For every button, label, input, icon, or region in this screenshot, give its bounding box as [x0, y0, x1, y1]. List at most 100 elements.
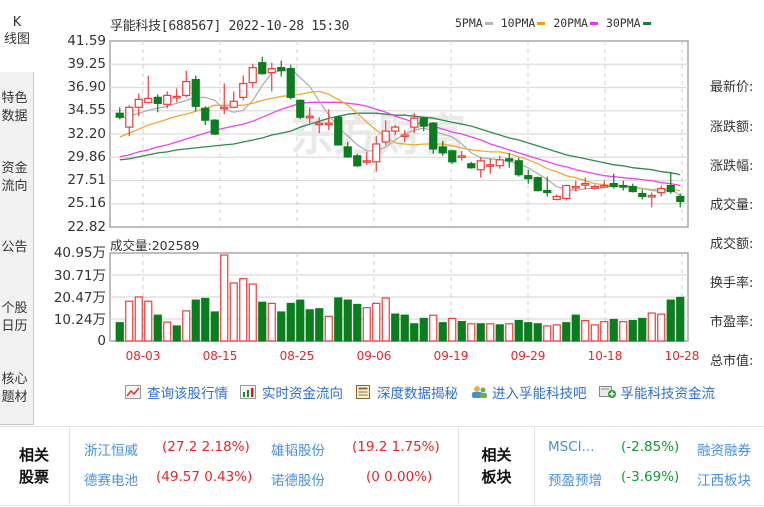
- volume-bar: [267, 302, 276, 342]
- candle: [201, 107, 210, 121]
- volume-bar: [505, 323, 514, 342]
- related-sector-change: (-2.85%): [621, 439, 680, 455]
- x-tick: 08-15: [202, 349, 238, 363]
- volume-bar: [201, 297, 210, 342]
- market-cap-label: 总市值:: [710, 354, 754, 369]
- candle: [514, 160, 523, 176]
- divider: [458, 427, 459, 505]
- candle: [210, 119, 219, 135]
- realtime-fund-flow-link[interactable]: 实时资金流向: [240, 382, 343, 402]
- line-chart-icon: [125, 385, 141, 399]
- change-amount-label: 涨跌额:: [710, 120, 754, 135]
- candle: [562, 184, 571, 200]
- volume-bar: [182, 310, 191, 342]
- price-y-axis: 41.59 39.25 36.90 34.55 32.20 29.86 27.5…: [40, 0, 106, 240]
- y-tick: 20.47万: [53, 290, 106, 306]
- related-stock-name[interactable]: 诺德股份: [271, 473, 325, 489]
- legend-swatch-ma5: [484, 21, 493, 25]
- candle: [115, 112, 124, 118]
- related-sector-name[interactable]: 江西板块: [697, 473, 751, 489]
- candle: [163, 94, 172, 105]
- related-stock-name[interactable]: 德赛电池: [84, 473, 138, 489]
- legend-ma30: 30PMA: [606, 16, 651, 30]
- y-tick: 27.51: [67, 172, 106, 188]
- change-percent-label: 涨跌幅:: [710, 159, 754, 174]
- divider: [69, 427, 70, 505]
- pe-ratio-label: 市盈率:: [710, 315, 754, 330]
- candle: [248, 67, 257, 84]
- volume-bar: [239, 278, 248, 342]
- y-tick: 30.71万: [53, 268, 106, 284]
- volume-bar: [419, 317, 428, 342]
- volume-bar: [400, 314, 409, 342]
- legend-ma20: 20PMA: [553, 16, 598, 30]
- volume-bar: [153, 314, 162, 342]
- volume-bar: [191, 299, 200, 342]
- left-nav: K 线图 特色 数据 资金 流向 公告 个股 日历 核心 题材: [0, 0, 34, 425]
- candle: [305, 115, 314, 119]
- volume-bar: [590, 324, 599, 342]
- volume-bar: [229, 282, 238, 342]
- x-tick: 09-29: [510, 349, 546, 363]
- nav-item-core-themes[interactable]: 核心 题材: [0, 353, 34, 425]
- volume-bar: [286, 302, 295, 342]
- candle: [144, 97, 153, 103]
- candle: [277, 67, 286, 72]
- money-flow-icon: [598, 385, 616, 399]
- volume-bar: [581, 319, 590, 342]
- candle: [372, 143, 381, 163]
- related-sector-name[interactable]: 融资融券: [697, 443, 751, 459]
- related-stock-name[interactable]: 浙江恒威: [84, 443, 138, 459]
- related-section: 相关 股票 浙江恒威 (27.2 2.18%) 雄韬股份 (19.2 1.75%…: [0, 426, 764, 506]
- volume-bar: [391, 313, 400, 342]
- volume-bar: [362, 307, 371, 342]
- x-tick: 08-25: [279, 349, 315, 363]
- candle: [134, 98, 143, 108]
- y-tick: 0: [97, 333, 106, 349]
- legend-swatch-ma30: [642, 21, 651, 25]
- candle: [391, 126, 400, 132]
- calculator-icon: [355, 385, 371, 399]
- volume-bar: [305, 309, 314, 342]
- volume-bar: [628, 319, 637, 342]
- candle: [172, 95, 181, 99]
- stock-fund-flow-link[interactable]: 孚能科技资金流: [598, 382, 715, 402]
- related-stock-name[interactable]: 雄韬股份: [271, 443, 325, 459]
- nav-item-announcements[interactable]: 公告: [0, 213, 34, 284]
- stock-forum-link[interactable]: 进入孚能科技吧: [470, 382, 587, 402]
- nav-item-stock-calendar[interactable]: 个股 日历: [0, 283, 34, 354]
- users-icon: [470, 385, 487, 399]
- volume-bar: [638, 317, 647, 342]
- latest-price-label: 最新价:: [710, 80, 754, 95]
- candle: [267, 68, 276, 74]
- candle: [153, 96, 162, 104]
- y-tick: 32.20: [67, 126, 106, 142]
- volume-bar: [524, 322, 533, 342]
- turnover-rate-label: 换手率:: [710, 276, 754, 291]
- related-stock-quote: (19.2 1.75%): [352, 439, 440, 455]
- candle: [239, 82, 248, 98]
- nav-kline-label[interactable]: K 线图: [3, 15, 30, 47]
- volume-bar: [115, 322, 124, 342]
- volume-bar: [381, 297, 390, 342]
- legend-swatch-ma20: [589, 21, 598, 25]
- related-sector-name[interactable]: 预盈预增: [548, 473, 602, 489]
- y-tick: 25.16: [67, 195, 106, 211]
- candle: [619, 184, 628, 188]
- query-quote-link[interactable]: 查询该股行情: [125, 382, 228, 402]
- volume-bar: [476, 323, 485, 342]
- volume-label: 成交量:: [710, 198, 754, 213]
- deep-data-link[interactable]: 深度数据揭秘: [355, 382, 458, 402]
- volume-bar: [429, 314, 438, 342]
- volume-bar: [277, 311, 286, 342]
- candle: [590, 185, 599, 189]
- kline-chart[interactable]: 东方财富: [0, 0, 764, 380]
- candle: [647, 194, 656, 198]
- volume-bar: [324, 315, 333, 342]
- related-sector-name[interactable]: MSCI...: [548, 439, 595, 455]
- volume-bar: [571, 314, 580, 342]
- candle: [543, 189, 552, 194]
- volume-bar: [334, 297, 343, 342]
- candle: [334, 116, 343, 146]
- volume-bar: [457, 321, 466, 342]
